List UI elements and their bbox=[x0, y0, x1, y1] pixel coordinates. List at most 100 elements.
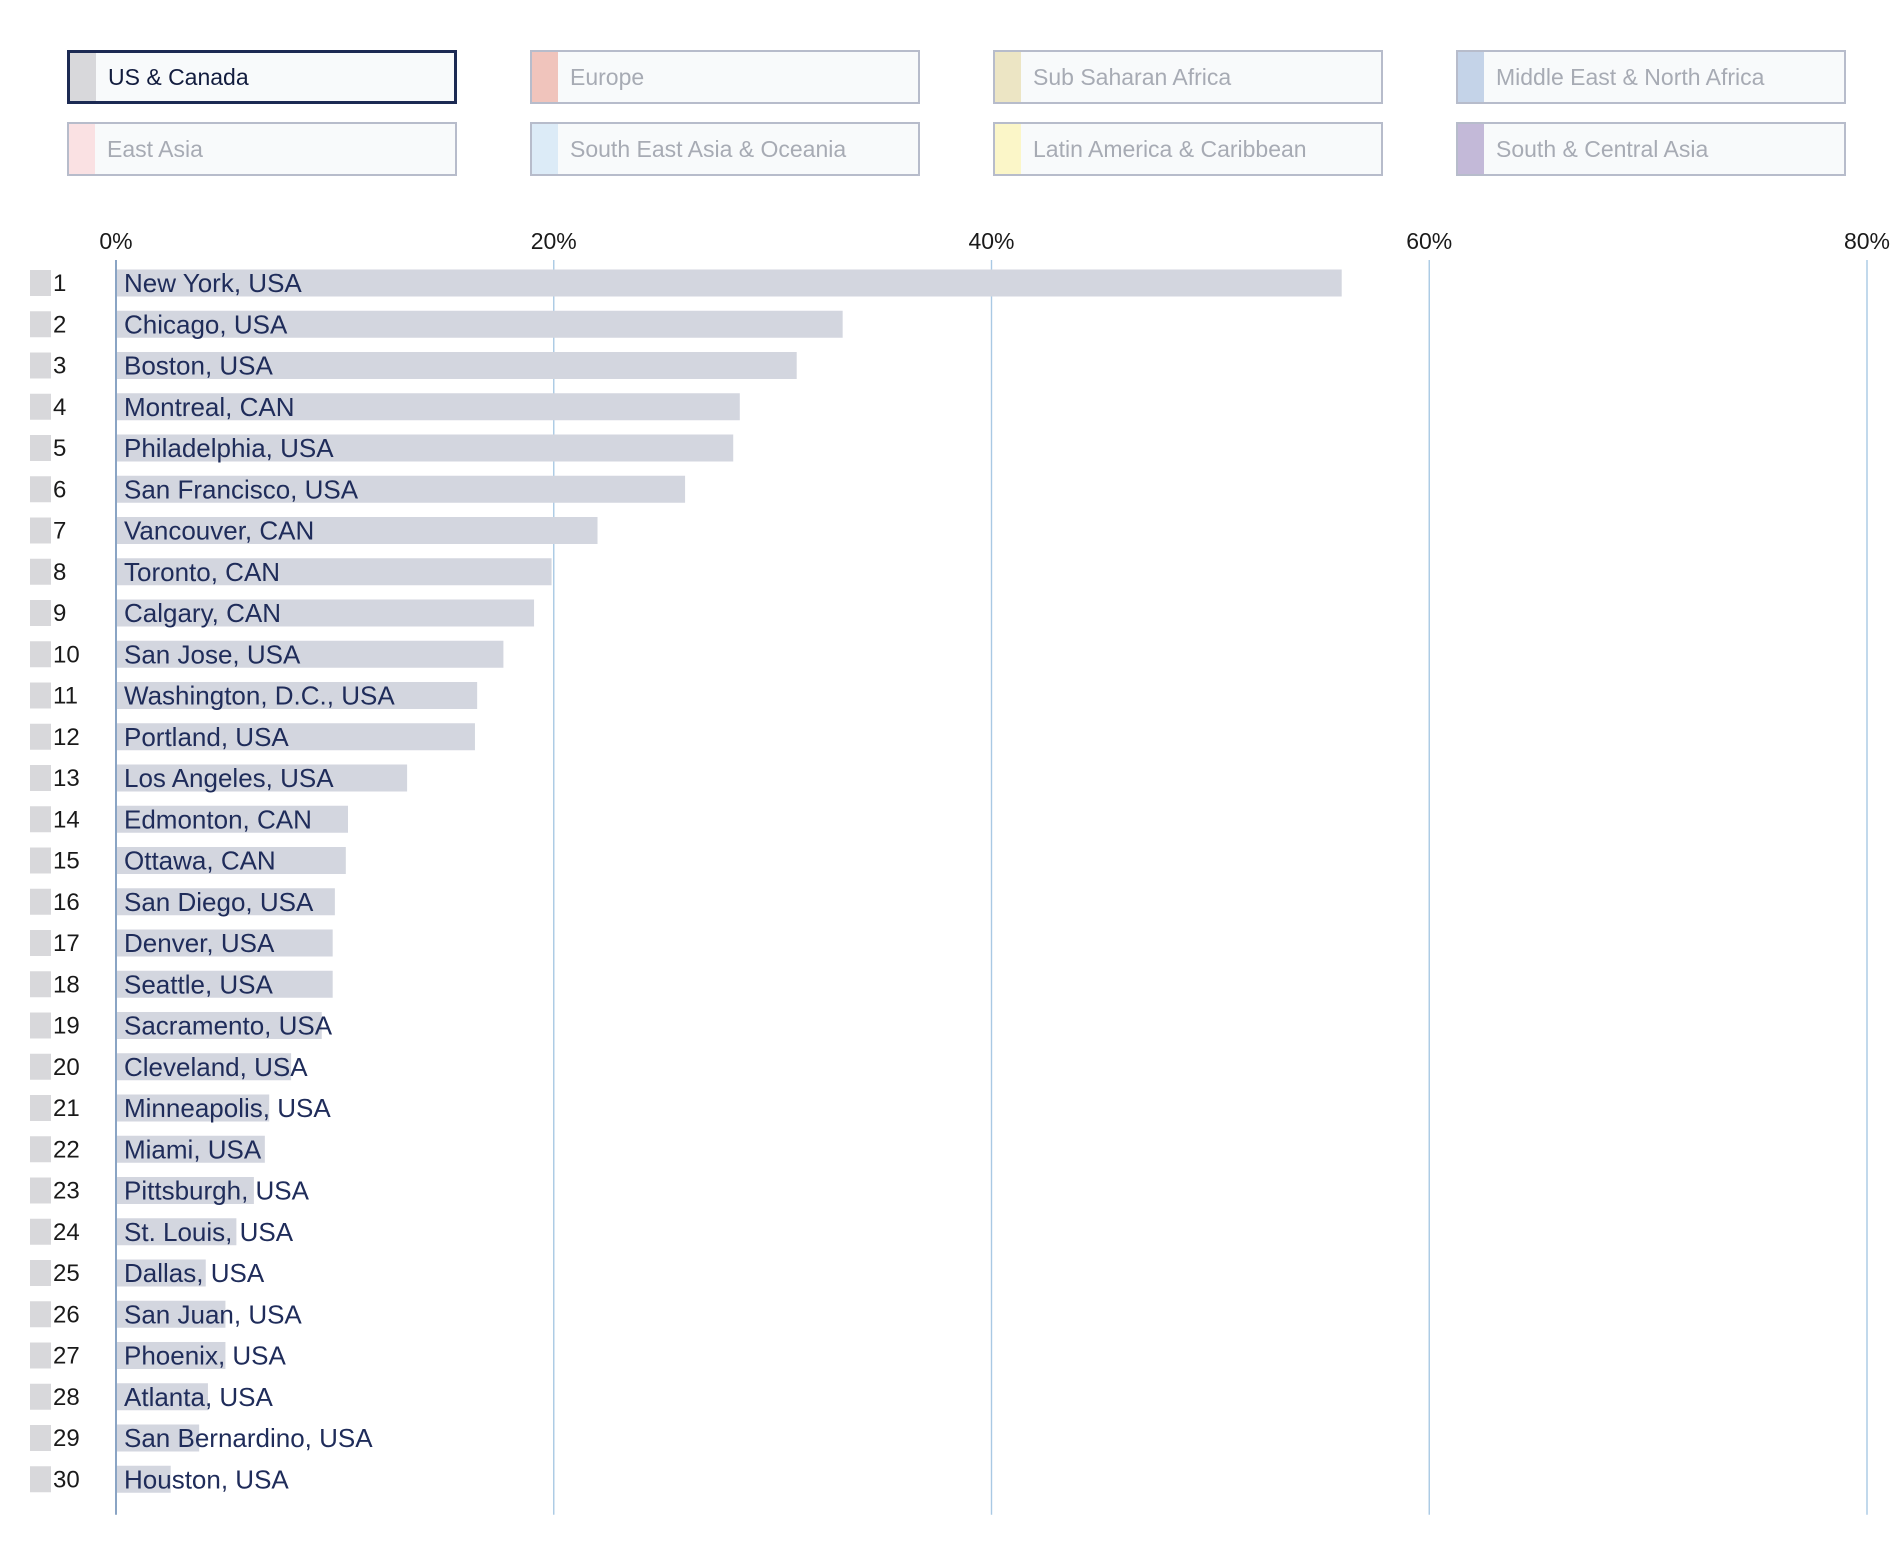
rank-label: 14 bbox=[53, 806, 80, 833]
x-tick-label: 60% bbox=[1406, 228, 1452, 254]
legend-item-middle-east-north-africa[interactable]: Middle East & North Africa bbox=[1456, 50, 1846, 104]
rank-swatch bbox=[30, 393, 51, 420]
legend-item-south-east-asia-oceania[interactable]: South East Asia & Oceania bbox=[530, 122, 920, 176]
bar-label: New York, USA bbox=[124, 268, 302, 298]
bar[interactable] bbox=[116, 847, 346, 874]
bar[interactable] bbox=[116, 1465, 171, 1493]
rank-label: 24 bbox=[53, 1219, 80, 1246]
rank-swatch bbox=[30, 352, 51, 379]
rank-swatch bbox=[30, 888, 51, 915]
bar[interactable] bbox=[116, 1053, 292, 1081]
bar-label: Minneapolis, USA bbox=[124, 1093, 331, 1123]
rank-label: 16 bbox=[53, 889, 80, 916]
rank-label: 2 bbox=[53, 311, 66, 338]
bar[interactable] bbox=[116, 1135, 265, 1163]
rank-swatch bbox=[30, 435, 51, 461]
bar[interactable] bbox=[116, 970, 333, 998]
bar[interactable] bbox=[116, 558, 552, 586]
bar[interactable] bbox=[116, 475, 686, 503]
legend-swatch bbox=[995, 52, 1021, 102]
rank-swatch bbox=[30, 1095, 51, 1121]
bar[interactable] bbox=[116, 1218, 237, 1246]
rank-swatch bbox=[30, 806, 51, 833]
bar[interactable] bbox=[116, 310, 843, 338]
bar[interactable] bbox=[116, 640, 504, 668]
bar[interactable] bbox=[116, 269, 1342, 297]
rank-label: 23 bbox=[53, 1178, 80, 1205]
rank-swatch bbox=[30, 930, 51, 956]
rank-label: 20 bbox=[53, 1054, 80, 1081]
x-tick-label: 20% bbox=[531, 228, 577, 254]
bar-label: Calgary, CAN bbox=[124, 598, 281, 628]
legend-label: Europe bbox=[570, 63, 645, 90]
rank-label: 19 bbox=[53, 1013, 80, 1040]
legend-item-europe[interactable]: Europe bbox=[530, 50, 920, 104]
bar[interactable] bbox=[116, 723, 475, 751]
bar[interactable] bbox=[116, 929, 333, 957]
rank-label: 13 bbox=[53, 765, 80, 792]
bar[interactable] bbox=[116, 1094, 270, 1122]
rank-swatch bbox=[30, 682, 51, 709]
bar-label: Toronto, CAN bbox=[124, 557, 280, 587]
bar-label: Phoenix, USA bbox=[124, 1341, 287, 1371]
bar[interactable] bbox=[116, 599, 535, 627]
bar[interactable] bbox=[116, 1383, 208, 1411]
rank-label: 10 bbox=[53, 641, 80, 668]
bar-label: Portland, USA bbox=[124, 722, 289, 752]
rank-swatch bbox=[30, 600, 51, 626]
labels: 1 New York, USA 2 Chicago, USA 3 Boston, USA 4… bbox=[53, 268, 395, 1494]
bar[interactable] bbox=[116, 434, 734, 462]
legend-item-east-asia[interactable]: East Asia bbox=[67, 122, 457, 176]
bar[interactable] bbox=[116, 1259, 206, 1287]
bar[interactable] bbox=[116, 1424, 200, 1452]
rank-swatch bbox=[30, 1301, 51, 1328]
bar-label: Chicago, USA bbox=[124, 309, 288, 339]
bar-label: Edmonton, CAN bbox=[124, 804, 312, 834]
rank-swatch bbox=[30, 641, 51, 668]
rank-label: 9 bbox=[53, 600, 66, 627]
axis: 0% 20% 40% 60% 80% bbox=[99, 228, 1890, 1515]
rank-swatch bbox=[30, 765, 51, 791]
legend-label: East Asia bbox=[107, 135, 203, 162]
bar[interactable] bbox=[116, 888, 335, 916]
bar[interactable] bbox=[116, 517, 598, 544]
bar[interactable] bbox=[116, 682, 478, 709]
bar[interactable] bbox=[116, 1300, 226, 1328]
legend-item-us-canada[interactable]: US & Canada bbox=[67, 50, 457, 104]
legend-swatch bbox=[532, 124, 558, 174]
bar[interactable] bbox=[116, 1012, 322, 1039]
x-tick-label: 40% bbox=[968, 228, 1014, 254]
rank-swatch bbox=[30, 1012, 51, 1039]
bar-label: San Francisco, USA bbox=[124, 474, 359, 504]
rank-label: 7 bbox=[53, 518, 66, 545]
bar[interactable] bbox=[116, 805, 349, 833]
bar-label: Houston, USA bbox=[124, 1464, 289, 1494]
bar-label: Atlanta, USA bbox=[124, 1382, 274, 1412]
bar[interactable] bbox=[116, 1177, 254, 1204]
legend-label: South East Asia & Oceania bbox=[570, 135, 847, 162]
legend: US & Canada Europe Sub Saharan Africa Mi… bbox=[67, 50, 1847, 176]
legend-label: Sub Saharan Africa bbox=[1033, 63, 1232, 90]
legend-label: Middle East & North Africa bbox=[1496, 63, 1765, 90]
bar[interactable] bbox=[116, 393, 740, 421]
legend-item-south-central-asia[interactable]: South & Central Asia bbox=[1456, 122, 1846, 176]
rank-swatch bbox=[30, 1260, 51, 1286]
bar-label: Seattle, USA bbox=[124, 969, 274, 999]
bar[interactable] bbox=[116, 352, 797, 379]
x-tick-label: 80% bbox=[1844, 228, 1890, 254]
rank-label: 25 bbox=[53, 1260, 80, 1287]
bar[interactable] bbox=[116, 1342, 226, 1369]
rank-swatch bbox=[30, 270, 51, 296]
bar-label: Los Angeles, USA bbox=[124, 763, 334, 793]
rank-label: 1 bbox=[53, 270, 66, 297]
legend-swatch bbox=[995, 124, 1021, 174]
rank-label: 18 bbox=[53, 971, 80, 998]
legend-item-latin-america-caribbean[interactable]: Latin America & Caribbean bbox=[993, 122, 1383, 176]
rank-swatch bbox=[30, 1218, 51, 1245]
bar[interactable] bbox=[116, 764, 408, 792]
legend-swatch bbox=[1458, 52, 1484, 102]
legend-item-sub-saharan-africa[interactable]: Sub Saharan Africa bbox=[993, 50, 1383, 104]
rank-label: 12 bbox=[53, 724, 80, 751]
bar-label: Boston, USA bbox=[124, 351, 274, 381]
rank-swatch bbox=[30, 1342, 51, 1369]
